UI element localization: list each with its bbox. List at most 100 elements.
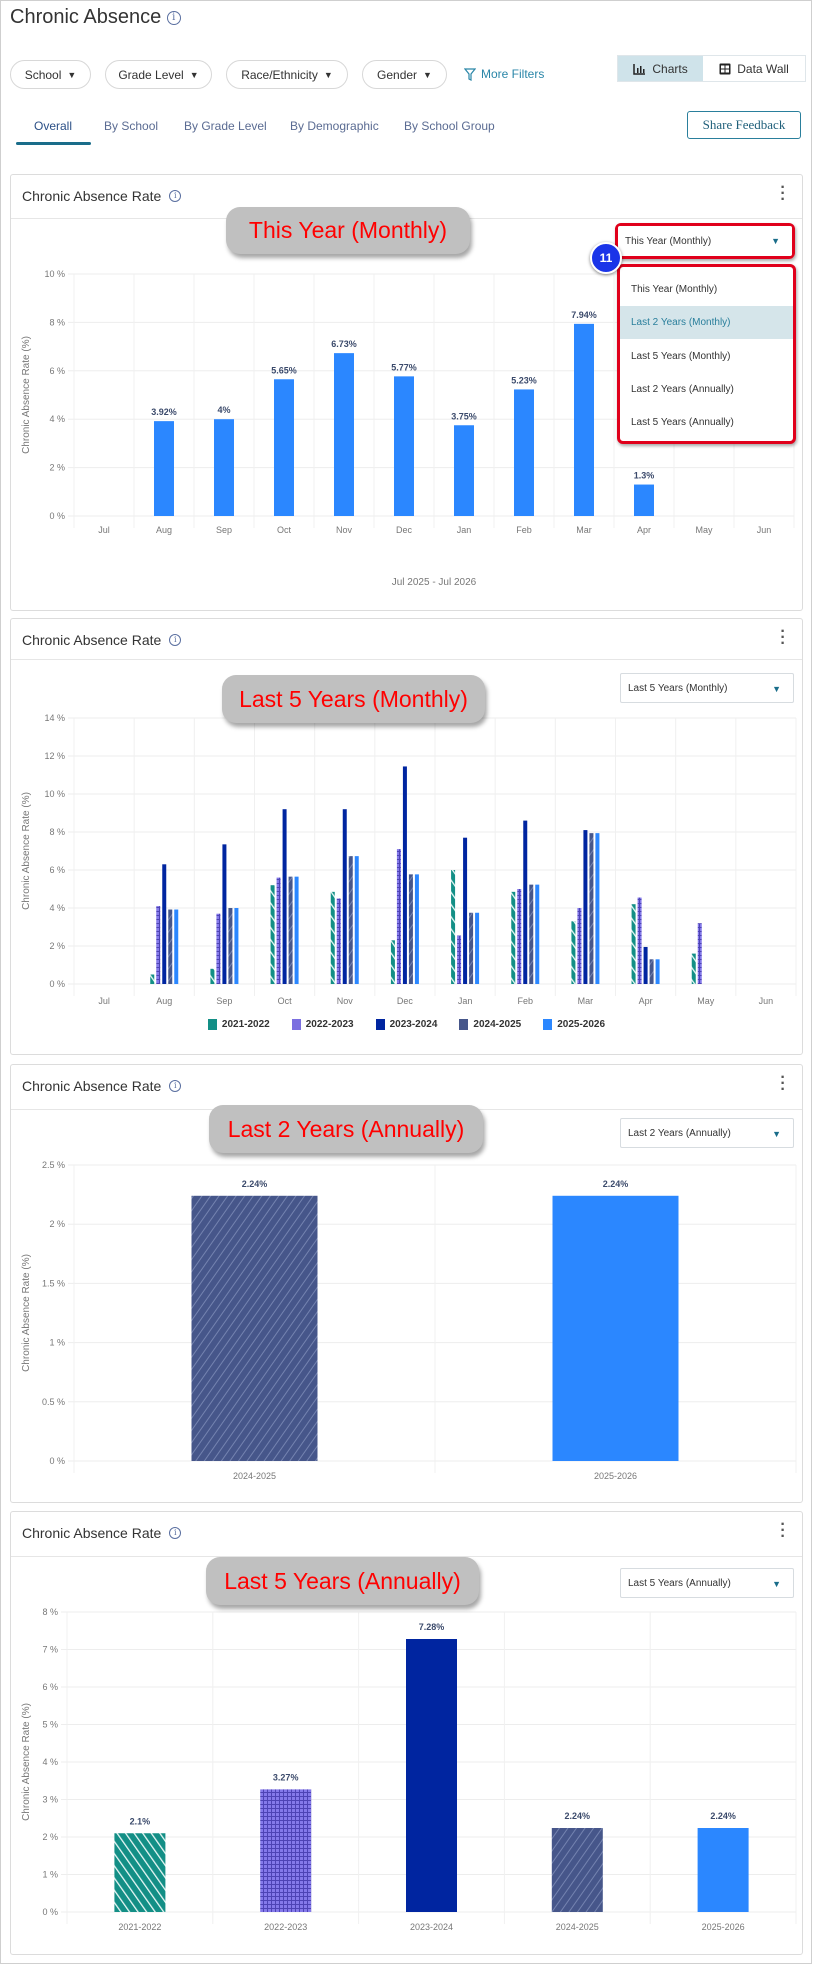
legend-swatch	[375, 1019, 385, 1030]
period-dropdown[interactable]: Last 2 Years (Annually) ▼	[620, 1118, 794, 1148]
x-tick-label: Nov	[336, 525, 353, 535]
kebab-menu-icon[interactable]: · · ·	[780, 623, 786, 652]
bar-2025-2026-Apr	[634, 484, 654, 516]
y-tick-label: 1 %	[42, 1870, 58, 1880]
bar-2023-2024-Dec	[402, 766, 407, 984]
y-tick-label: 1.5 %	[42, 1278, 65, 1288]
page-title: Chronic Absence i	[10, 6, 181, 29]
filter-label: Gender	[377, 67, 418, 82]
bar-2023-2024-Apr	[643, 946, 648, 984]
y-tick-label: 0 %	[42, 1907, 58, 1917]
card-title: Chronic Absence Rate i	[22, 188, 182, 204]
legend-swatch	[291, 1019, 301, 1030]
bar-2022-2023-Apr	[637, 897, 642, 984]
bar-2022-2023-Aug	[156, 906, 161, 984]
dropdown-value: Last 2 Years (Annually)	[628, 1127, 731, 1139]
kebab-menu-icon[interactable]: · · ·	[780, 179, 786, 208]
y-tick-label: 1 %	[49, 1338, 65, 1348]
option-last-2-years-monthly[interactable]: Last 2 Years (Monthly)	[620, 306, 793, 339]
bar-2025-2026-Sep	[214, 419, 234, 516]
data-label: 5.65%	[271, 365, 297, 375]
period-dropdown-menu: This Year (Monthly) Last 2 Years (Monthl…	[617, 264, 796, 444]
data-label: 7.28%	[419, 1622, 445, 1632]
x-tick-label: Aug	[156, 525, 172, 535]
bar-2024-2025-Feb	[529, 884, 534, 984]
legend-item-2021-2022[interactable]: 2021-2022	[207, 1019, 270, 1030]
annotation-highlight-box	[615, 223, 795, 259]
option-last-5-years-monthly[interactable]: Last 5 Years (Monthly)	[631, 351, 731, 362]
bar-2023-2024	[406, 1639, 457, 1912]
share-feedback-button[interactable]: Share Feedback	[687, 111, 801, 139]
tab-by-demographic[interactable]: By Demographic	[290, 119, 379, 133]
caret-down-icon: ▼	[772, 1579, 781, 1589]
info-icon[interactable]: i	[166, 10, 181, 25]
bar-2024-2025	[191, 1195, 318, 1461]
bar-2023-2024-Mar	[583, 830, 588, 984]
period-dropdown[interactable]: Last 5 Years (Monthly) ▼	[620, 673, 794, 703]
period-dropdown[interactable]: This Year (Monthly) ▼	[618, 226, 792, 256]
legend-swatch	[543, 1019, 553, 1030]
legend-item-2024-2025[interactable]: 2024-2025	[459, 1019, 521, 1030]
bar-2025-2026-Mar	[574, 323, 594, 516]
filter-grade-level[interactable]: Grade Level ▼	[105, 60, 212, 89]
option-this-year-monthly[interactable]: This Year (Monthly)	[631, 284, 718, 295]
charts-toggle-button[interactable]: Charts	[618, 56, 704, 81]
data-wall-label: Data Wall	[737, 61, 789, 76]
legend-item-2023-2024[interactable]: 2023-2024	[375, 1019, 437, 1030]
tab-by-school[interactable]: By School	[104, 119, 159, 133]
bar-2022-2023-May	[697, 923, 702, 984]
bar-2025-2026-Apr	[655, 959, 660, 984]
bar-2021-2022-Feb	[511, 891, 516, 984]
x-tick-label: Jun	[757, 525, 772, 535]
info-icon[interactable]: i	[169, 1527, 182, 1539]
bar-2021-2022-Mar	[571, 921, 576, 984]
option-last-5-years-annually[interactable]: Last 5 Years (Annually)	[631, 417, 734, 428]
chart-card-this-year-monthly: Chronic Absence Rate i · · · This Year (Mon…	[10, 174, 803, 611]
info-icon[interactable]: i	[169, 190, 182, 202]
bar-2025-2026-Oct	[274, 379, 294, 516]
bar-2025-2026-Aug	[174, 909, 179, 984]
y-tick-label: 2 %	[49, 941, 65, 951]
tab-by-grade-level[interactable]: By Grade Level	[184, 119, 267, 133]
bar-2021-2022-Apr	[631, 904, 636, 984]
legend-item-2022-2023[interactable]: 2022-2023	[291, 1019, 354, 1030]
filter-school[interactable]: School ▼	[10, 60, 91, 89]
bar-2022-2023-Feb	[517, 889, 522, 984]
filter-gender[interactable]: Gender ▼	[362, 60, 447, 89]
x-tick-label: Jul	[98, 996, 110, 1006]
card-header-divider	[11, 659, 802, 660]
data-label: 2.1%	[130, 1816, 151, 1826]
filter-race-ethnicity[interactable]: Race/Ethnicity ▼	[226, 60, 348, 89]
y-tick-label: 2.5 %	[42, 1160, 65, 1170]
annotation-callout: Last 5 Years (Monthly)	[222, 675, 485, 723]
chart-card-last-2-years-annually: Chronic Absence Rate i · · · 0 % 0.5 % 1 % 1.5…	[10, 1064, 803, 1503]
bar-2023-2024-Jan	[463, 837, 468, 984]
x-tick-label: Apr	[637, 525, 651, 535]
option-last-2-years-annually[interactable]: Last 2 Years (Annually)	[631, 384, 734, 395]
period-dropdown[interactable]: Last 5 Years (Annually) ▼	[620, 1568, 794, 1598]
x-tick-label: 2021-2022	[118, 1922, 161, 1932]
tab-overall[interactable]: Overall	[34, 119, 73, 133]
bar-2023-2024-Sep	[222, 844, 227, 984]
kebab-menu-icon[interactable]: · · ·	[780, 1069, 786, 1098]
legend-label: 2025-2026	[557, 1019, 606, 1030]
info-icon[interactable]: i	[169, 1080, 182, 1092]
card-title-text: Chronic Absence Rate	[22, 188, 162, 204]
x-tick-label: Apr	[639, 996, 653, 1006]
data-wall-toggle-button[interactable]: Data Wall	[703, 56, 805, 81]
filter-icon	[464, 67, 476, 81]
caret-down-icon: ▼	[189, 69, 199, 80]
tab-by-school-group[interactable]: By School Group	[404, 119, 495, 133]
data-label: 4%	[217, 405, 230, 415]
x-tick-label: 2022-2023	[264, 1922, 307, 1932]
data-label: 3.27%	[273, 1772, 299, 1782]
info-icon[interactable]: i	[169, 634, 182, 646]
caret-down-icon: ▼	[67, 69, 77, 80]
bar-2025-2026-Oct	[294, 876, 299, 984]
legend-item-2025-2026[interactable]: 2025-2026	[543, 1019, 605, 1030]
data-label: 1.3%	[634, 471, 655, 481]
bar-2025-2026-Nov	[354, 856, 359, 984]
more-filters-link[interactable]: More Filters	[464, 67, 544, 81]
kebab-menu-icon[interactable]: · · ·	[780, 1516, 786, 1545]
x-tick-label: Jan	[457, 525, 472, 535]
